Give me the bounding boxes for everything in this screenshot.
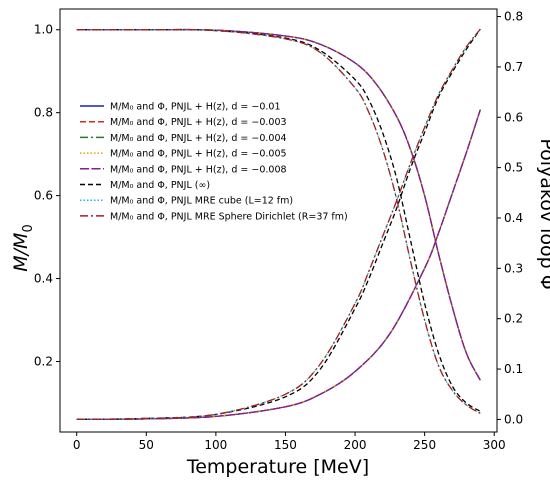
right-y-axis-title: Polyakov loop Φ bbox=[536, 138, 550, 289]
left-y-tick-label: 0.8 bbox=[34, 106, 53, 120]
left-y-tick-label: 0.6 bbox=[34, 189, 53, 203]
legend-label: M/M₀ and Φ, PNJL + H(z), d = −0.003 bbox=[110, 117, 287, 128]
left-y-tick-label: 0.4 bbox=[34, 272, 53, 286]
series-8-phi-line bbox=[76, 28, 481, 421]
x-tick-label: 150 bbox=[274, 438, 297, 452]
series-6-phi-line bbox=[76, 28, 481, 421]
plot-frame bbox=[59, 8, 498, 433]
right-y-tick-label: 0.4 bbox=[504, 211, 523, 225]
legend-label: M/M₀ and Φ, PNJL MRE Sphere Dirichlet (R… bbox=[110, 211, 348, 222]
right-y-axis-ticks: 0.0 0.1 0.2 0.3 0.4 0.5 0.6 0.7 0.8 bbox=[497, 10, 523, 426]
series-curves bbox=[76, 28, 481, 421]
right-y-tick-label: 0.7 bbox=[504, 60, 523, 74]
legend-label: M/M₀ and Φ, PNJL + H(z), d = −0.004 bbox=[110, 133, 287, 144]
series-8-mass-line bbox=[76, 28, 481, 414]
series-5-phi-line bbox=[76, 109, 481, 421]
x-tick-label: 50 bbox=[139, 438, 154, 452]
right-y-tick-label: 0.8 bbox=[504, 10, 523, 24]
right-y-tick-label: 0.5 bbox=[504, 161, 523, 175]
left-y-tick-label: 1.0 bbox=[34, 23, 53, 37]
left-y-tick-label: 0.2 bbox=[34, 355, 53, 369]
x-tick-label: 250 bbox=[413, 438, 436, 452]
left-y-axis-title: M/M0 bbox=[10, 224, 36, 271]
legend-label: M/M₀ and Φ, PNJL (∞) bbox=[110, 180, 210, 191]
legend-label: M/M₀ and Φ, PNJL + H(z), d = −0.008 bbox=[110, 164, 287, 175]
x-tick-label: 100 bbox=[204, 438, 227, 452]
right-y-tick-label: 0.1 bbox=[504, 362, 523, 376]
legend-label: M/M₀ and Φ, PNJL + H(z), d = −0.005 bbox=[110, 149, 287, 160]
right-y-tick-label: 0.3 bbox=[504, 261, 523, 275]
right-y-tick-label: 0.0 bbox=[504, 412, 523, 426]
legend-label: M/M₀ and Φ, PNJL + H(z), d = −0.01 bbox=[110, 102, 281, 113]
legend: M/M₀ and Φ, PNJL + H(z), d = −0.01 M/M₀ a… bbox=[80, 102, 348, 222]
x-tick-label: 300 bbox=[483, 438, 506, 452]
x-tick-label: 0 bbox=[73, 438, 81, 452]
x-tick-label: 200 bbox=[344, 438, 367, 452]
right-y-tick-label: 0.6 bbox=[504, 110, 523, 124]
x-axis-title: Temperature [MeV] bbox=[186, 456, 369, 478]
left-y-axis-ticks: 0.2 0.4 0.6 0.8 1.0 bbox=[34, 23, 60, 369]
legend-label: M/M₀ and Φ, PNJL MRE cube (L=12 fm) bbox=[110, 196, 293, 207]
right-y-tick-label: 0.2 bbox=[504, 312, 523, 326]
x-axis-ticks: 0 50 100 150 200 250 300 bbox=[73, 432, 506, 452]
series-7-phi-line bbox=[76, 28, 481, 421]
